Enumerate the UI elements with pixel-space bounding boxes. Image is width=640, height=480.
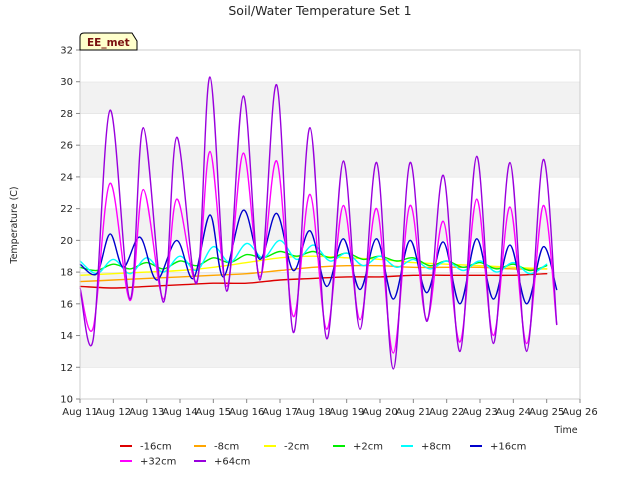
y-tick-label: 24 <box>60 172 73 183</box>
y-tick-label: 26 <box>60 141 73 152</box>
grid-band <box>80 367 580 399</box>
badge-label: EE_met <box>87 37 130 49</box>
grid-band <box>80 113 580 146</box>
y-axis-title: Temperature (C) <box>9 186 20 264</box>
x-tick-label: Aug 21 <box>396 407 431 418</box>
chart-title: Soil/Water Temperature Set 1 <box>228 3 411 18</box>
x-tick-label: Aug 12 <box>96 407 131 418</box>
x-tick-label: Aug 16 <box>229 407 264 418</box>
y-tick-label: 14 <box>60 331 73 342</box>
x-tick-label: Aug 25 <box>529 407 564 418</box>
legend-label: +16cm <box>490 442 526 453</box>
badge-box <box>79 32 138 51</box>
x-tick-label: Aug 13 <box>129 407 164 418</box>
grid-band <box>80 208 580 241</box>
ee-met-badge: EE_met <box>79 32 138 51</box>
x-tick-label: Aug 18 <box>296 407 331 418</box>
x-tick-label: Aug 14 <box>162 407 197 418</box>
y-tick-label: 32 <box>60 46 73 57</box>
grid-band <box>80 145 580 177</box>
x-tick-label: Aug 23 <box>462 407 497 418</box>
series-layer <box>79 76 558 370</box>
legend-label: +32cm <box>140 457 176 468</box>
series-line--16cm <box>79 273 548 289</box>
y-tick-label: 16 <box>60 299 73 310</box>
x-tick-label: Aug 20 <box>362 407 397 418</box>
x-tick-label: Aug 11 <box>62 407 97 418</box>
y-axis: 10 12 14 16 18 20 22 24 26 28 30 32 <box>60 46 80 406</box>
x-axis-title: Time <box>553 425 577 436</box>
y-tick-label: 20 <box>60 236 73 247</box>
y-tick-label: 12 <box>60 363 73 374</box>
x-tick-label: Aug 15 <box>196 407 231 418</box>
legend-label: -16cm <box>140 442 172 453</box>
plot-frame <box>79 49 581 400</box>
grid-band <box>80 50 580 82</box>
x-tick-label: Aug 19 <box>329 407 364 418</box>
legend-label: -8cm <box>214 442 239 453</box>
legend: -16cm -8cm -2cm +2cm +8cm +16cm +32cm +64cm <box>120 442 526 468</box>
y-tick-label: 22 <box>60 204 73 215</box>
x-tick-label: Aug 24 <box>496 407 531 418</box>
x-tick-label: Aug 22 <box>429 407 464 418</box>
legend-label: +8cm <box>421 442 451 453</box>
series-line-+16cm <box>79 209 558 305</box>
grid-bands <box>80 49 580 399</box>
y-tick-label: 28 <box>60 109 73 120</box>
y-tick-label: 18 <box>60 268 73 279</box>
x-tick-label: Aug 17 <box>262 407 297 418</box>
series-line-+64cm <box>79 76 558 370</box>
legend-label: -2cm <box>284 442 309 453</box>
grid-band <box>80 335 580 368</box>
legend-label: +64cm <box>214 457 250 468</box>
grid-band <box>80 81 580 114</box>
y-tick-label: 30 <box>60 77 73 88</box>
legend-label: +2cm <box>353 442 383 453</box>
x-tick-label: Aug 26 <box>562 407 597 418</box>
grid-band <box>80 176 580 209</box>
y-tick-label: 10 <box>60 395 73 406</box>
